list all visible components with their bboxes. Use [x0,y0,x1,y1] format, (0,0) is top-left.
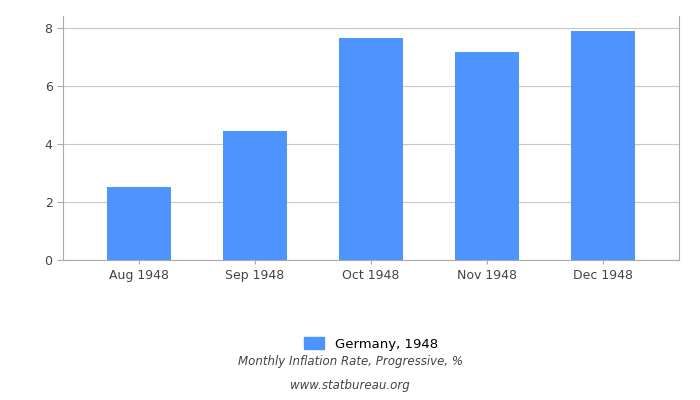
Bar [223,131,287,260]
Text: www.statbureau.org: www.statbureau.org [290,380,410,392]
Bar [339,38,403,260]
Bar [571,30,636,260]
Bar [106,187,171,260]
Legend: Germany, 1948: Germany, 1948 [299,332,443,356]
Text: Monthly Inflation Rate, Progressive, %: Monthly Inflation Rate, Progressive, % [237,356,463,368]
Bar [455,52,519,260]
